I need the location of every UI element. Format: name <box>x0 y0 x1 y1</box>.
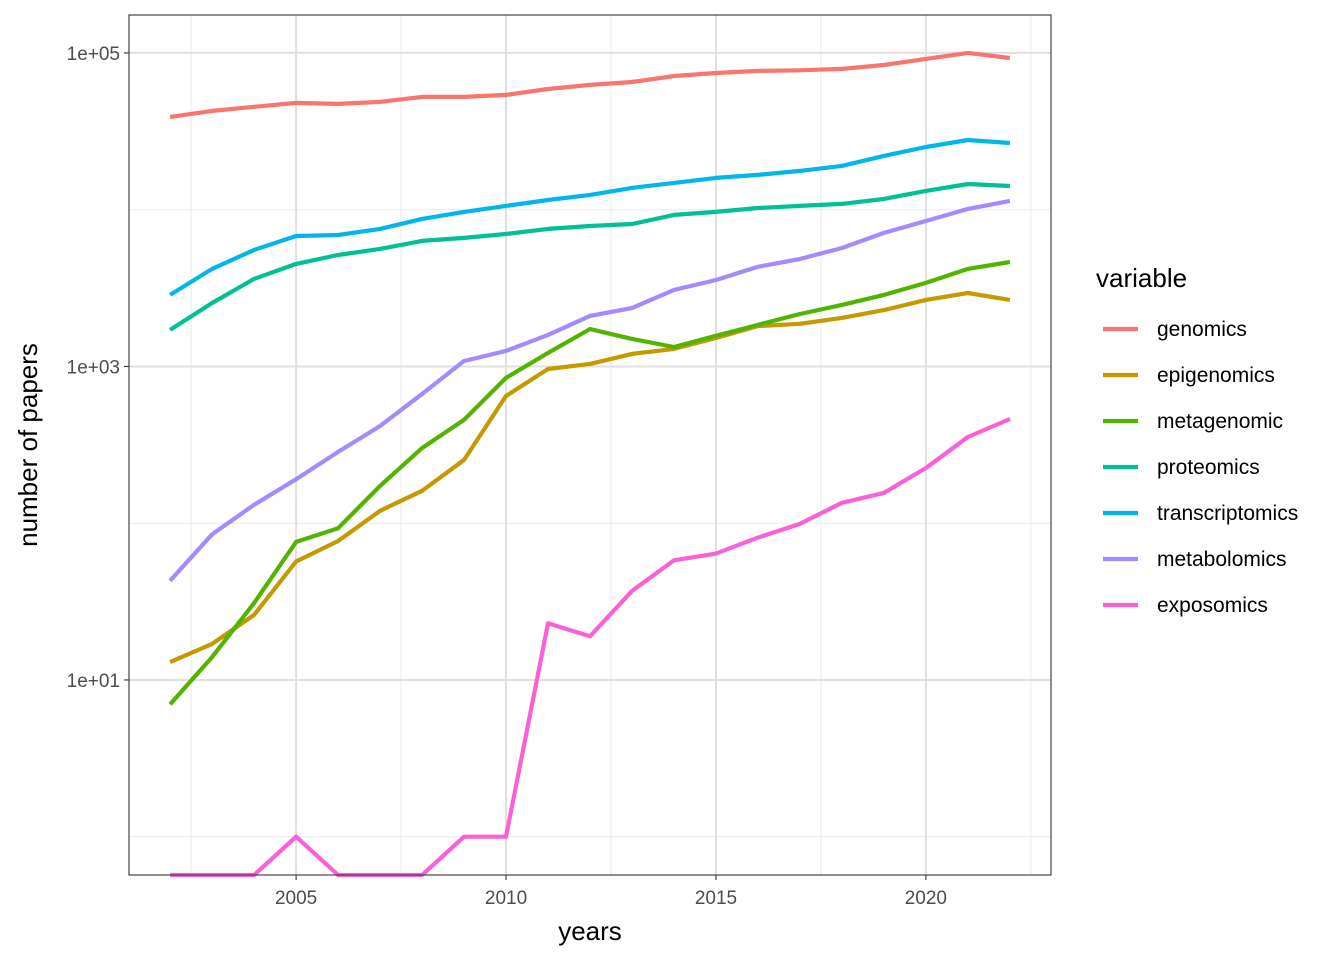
y-tick-label: 1e+05 <box>67 44 120 65</box>
legend-item-epigenomics: epigenomics <box>1103 364 1275 387</box>
legend-label: metabolomics <box>1157 548 1287 571</box>
y-axis-title: number of papers <box>13 343 43 547</box>
plot-panel-background <box>129 15 1051 875</box>
legend-label: epigenomics <box>1157 364 1275 387</box>
legend-item-transcriptomics: transcriptomics <box>1103 502 1298 525</box>
y-tick-label: 1e+03 <box>67 357 120 378</box>
gridlines <box>129 15 1051 875</box>
x-tick-label: 2005 <box>275 888 317 909</box>
x-tick-label: 2015 <box>695 888 737 909</box>
plot-panel-border <box>128 14 1052 876</box>
legend-label: genomics <box>1157 318 1247 341</box>
series-line-genomics <box>169 50 1011 119</box>
legend-label: metagenomic <box>1157 410 1283 433</box>
legend-item-genomics: genomics <box>1103 318 1247 341</box>
series-line-transcriptomics <box>168 137 1011 297</box>
legend: variable genomics epigenomics metagenomic p… <box>1096 263 1298 617</box>
legend-title: variable <box>1096 263 1187 293</box>
axes: 1e+01 1e+03 1e+05 2005 2010 2015 2020 <box>67 44 947 909</box>
x-tick-label: 2020 <box>905 888 947 909</box>
legend-label: transcriptomics <box>1157 502 1298 525</box>
x-axis-title: years <box>558 916 622 946</box>
series-line-metagenomic <box>168 259 1011 706</box>
series-line-metabolomics <box>168 198 1011 583</box>
y-tick-label: 1e+01 <box>67 671 120 692</box>
series-line-epigenomics <box>169 290 1011 665</box>
legend-label: exposomics <box>1157 594 1268 617</box>
legend-item-metagenomic: metagenomic <box>1103 410 1283 433</box>
series-line-exposomics <box>170 417 1011 878</box>
legend-item-exposomics: exposomics <box>1103 594 1268 617</box>
legend-item-proteomics: proteomics <box>1103 456 1260 479</box>
legend-label: proteomics <box>1157 456 1260 479</box>
series-lines <box>168 50 1011 878</box>
x-tick-label: 2010 <box>485 888 527 909</box>
legend-item-metabolomics: metabolomics <box>1103 548 1287 571</box>
series-line-proteomics <box>168 181 1010 332</box>
